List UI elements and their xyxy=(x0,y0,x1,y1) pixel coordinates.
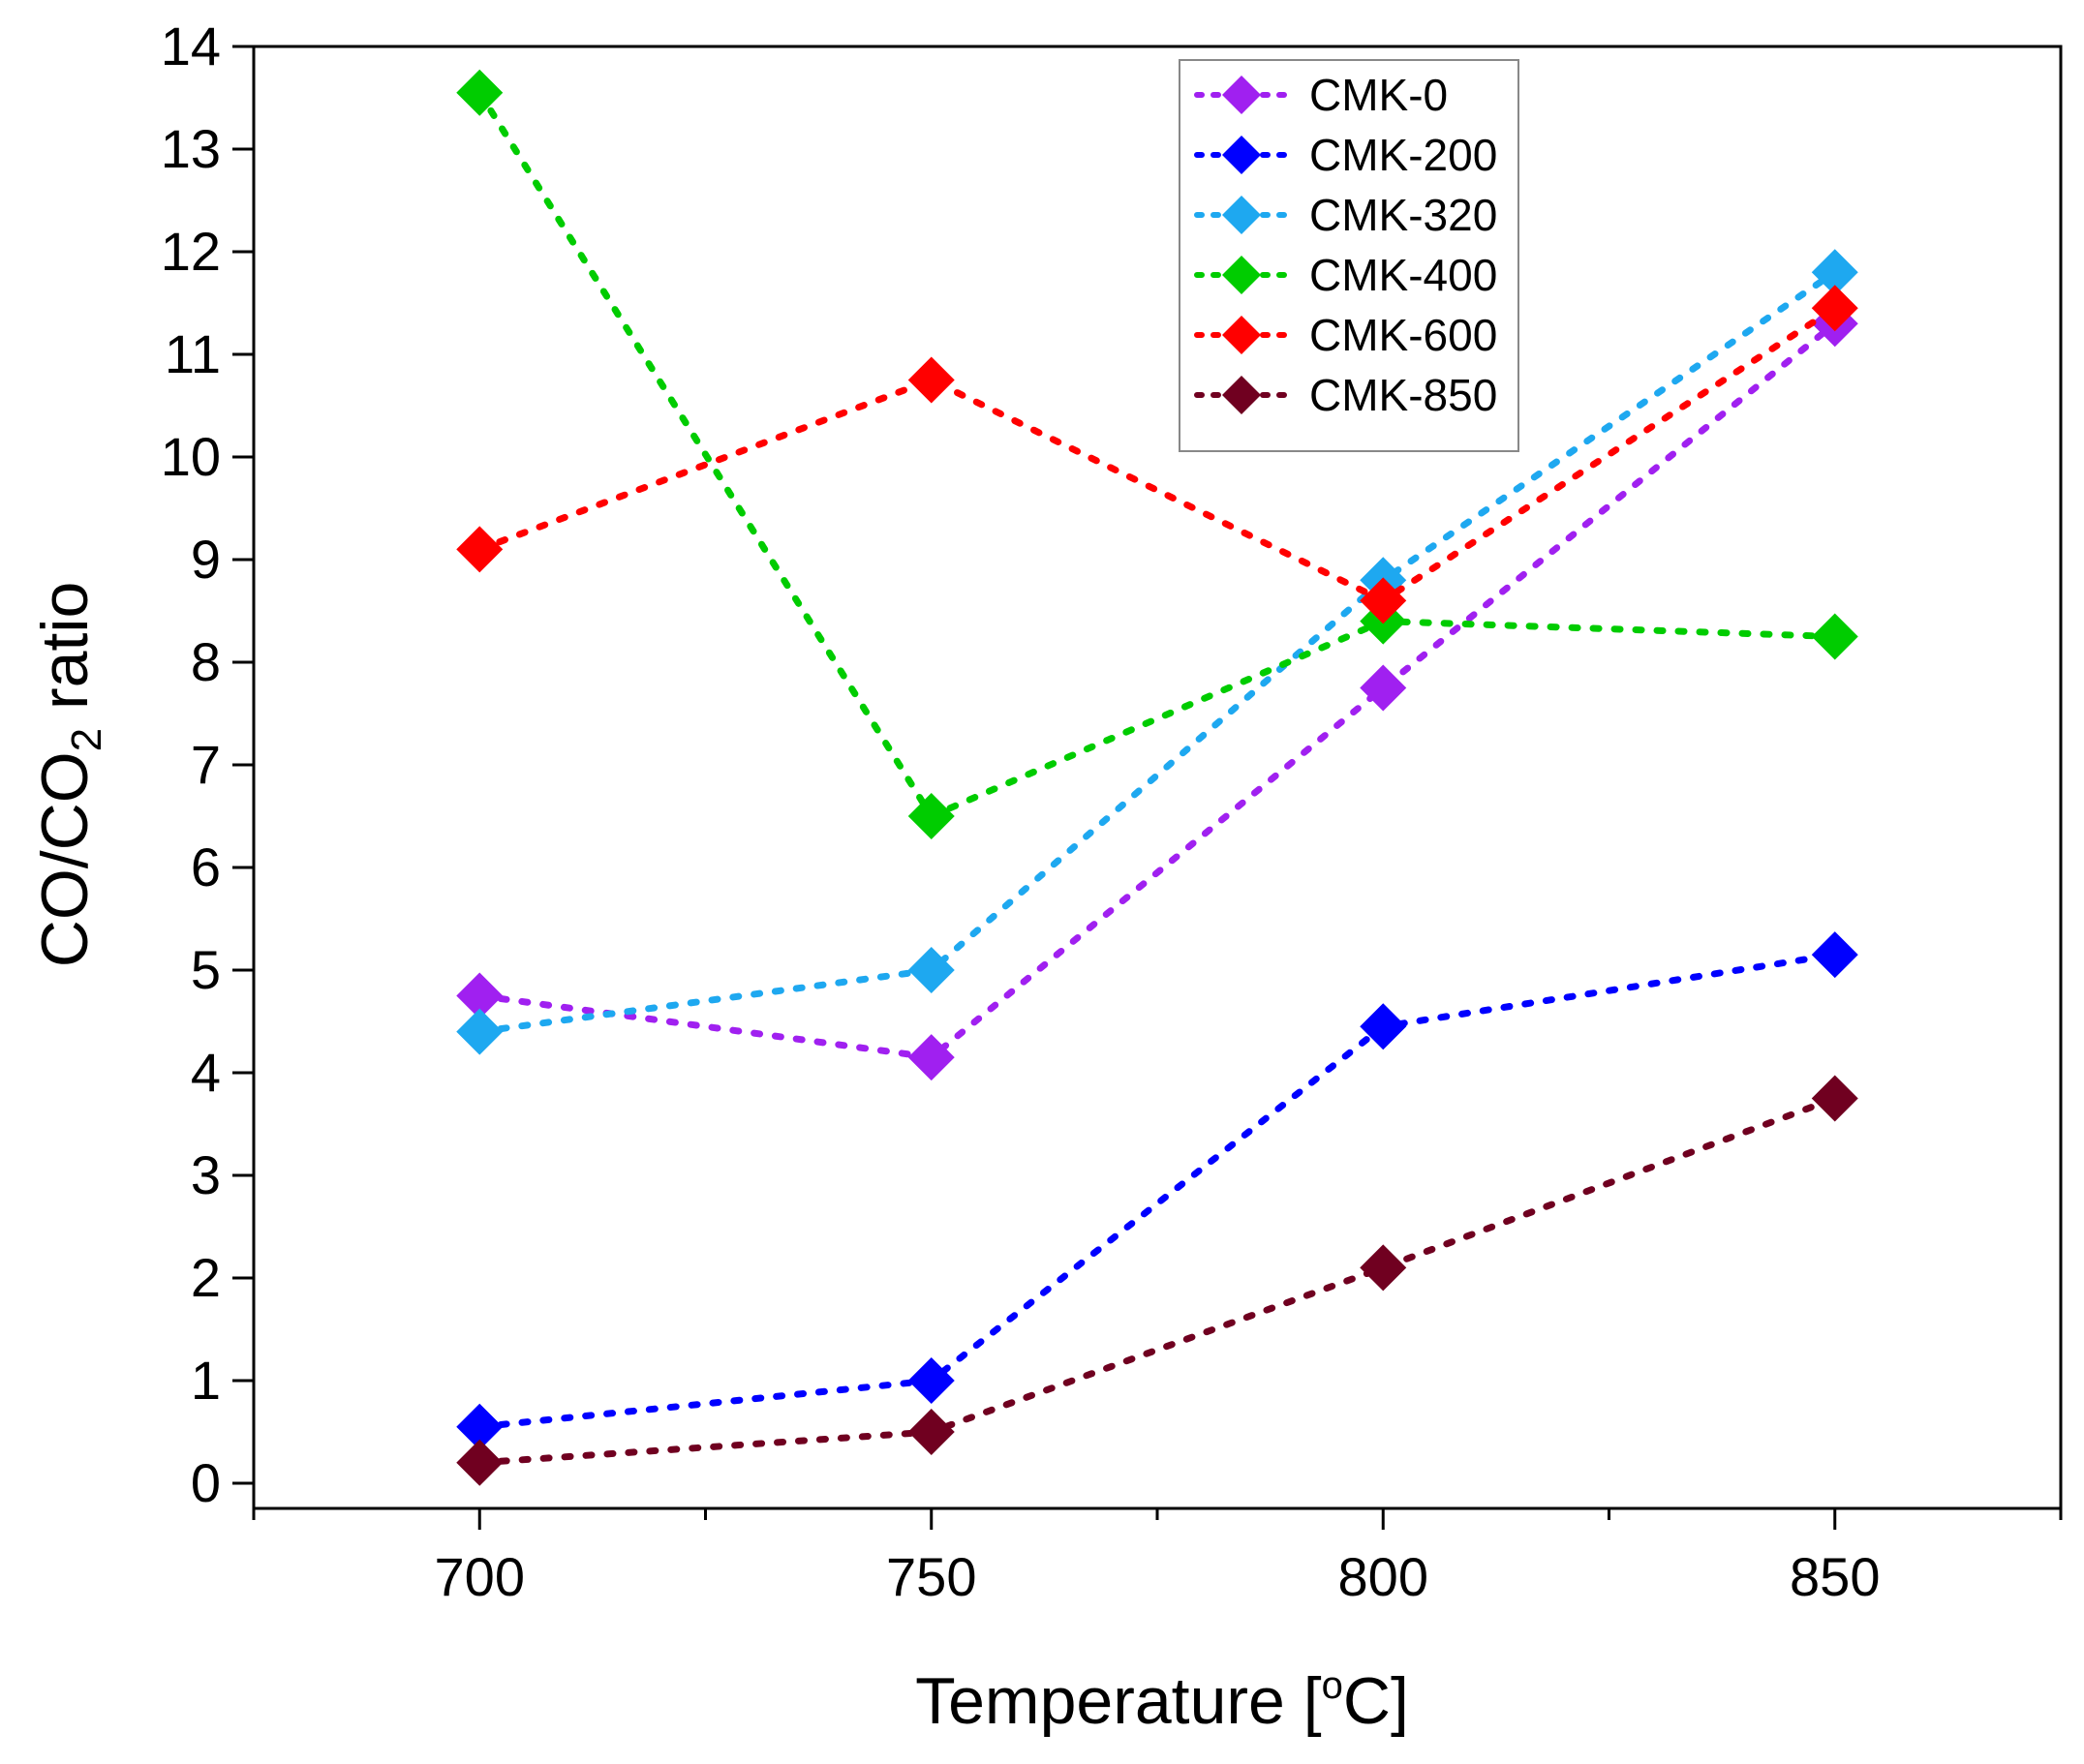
y-tick-label: 12 xyxy=(161,221,221,282)
legend-item: CMK-850 xyxy=(1194,370,1497,420)
x-tick-label: 750 xyxy=(886,1546,976,1607)
y-axis-title-suffix: ratio xyxy=(28,582,102,728)
x-axis-title-degree: o xyxy=(1322,1664,1343,1707)
x-tick-label: 800 xyxy=(1338,1546,1428,1607)
x-axis-title-unit: C] xyxy=(1343,1664,1409,1738)
data-point xyxy=(456,69,504,116)
legend-marker xyxy=(1222,196,1261,234)
data-point xyxy=(1811,249,1858,296)
series-cmk-600 xyxy=(456,285,1858,624)
x-axis: 700 750 800 850 xyxy=(252,1508,2063,1607)
legend-marker xyxy=(1222,136,1261,174)
series-line xyxy=(475,1095,1839,1467)
series-line xyxy=(475,951,1839,1431)
y-tick-label: 2 xyxy=(191,1247,221,1308)
y-tick-label: 13 xyxy=(161,118,221,179)
legend-label: CMK-0 xyxy=(1309,70,1448,120)
y-tick-label: 6 xyxy=(191,836,221,897)
x-tick-label: 850 xyxy=(1790,1546,1880,1607)
data-point xyxy=(907,356,955,404)
y-axis-title: CO/CO2 ratio xyxy=(28,582,110,968)
data-point xyxy=(456,526,504,573)
series-cmk-200 xyxy=(456,931,1858,1450)
y-tick-label: 1 xyxy=(191,1350,221,1411)
data-point xyxy=(456,1403,504,1450)
data-point xyxy=(1811,931,1858,979)
series-cmk-850 xyxy=(456,1075,1858,1486)
series-cmk-0 xyxy=(456,300,1858,1081)
y-tick-label: 4 xyxy=(191,1042,221,1103)
y-tick-label: 9 xyxy=(191,529,221,590)
legend-label: CMK-850 xyxy=(1309,370,1497,420)
y-tick-label: 7 xyxy=(191,734,221,795)
legend-marker xyxy=(1222,256,1261,294)
legend-label: CMK-600 xyxy=(1309,310,1497,360)
legend-item: CMK-320 xyxy=(1194,190,1497,240)
legend-label: CMK-400 xyxy=(1309,250,1497,300)
y-tick-label: 8 xyxy=(191,631,221,692)
legend-item: CMK-400 xyxy=(1194,250,1497,300)
series-line xyxy=(475,268,1839,1036)
data-point xyxy=(907,947,955,993)
data-point xyxy=(907,793,955,839)
legend-item: CMK-200 xyxy=(1194,130,1497,180)
legend-label: CMK-200 xyxy=(1309,130,1497,180)
series-line xyxy=(475,304,1839,605)
x-tick-label: 700 xyxy=(435,1546,525,1607)
data-point xyxy=(1811,1075,1858,1122)
y-tick-label: 14 xyxy=(161,15,221,76)
series-cmk-320 xyxy=(456,249,1858,1055)
legend-marker xyxy=(1222,76,1261,114)
y-tick-label: 10 xyxy=(161,426,221,487)
data-point xyxy=(456,1008,504,1055)
legend-item: CMK-600 xyxy=(1194,310,1497,360)
y-axis-title-subscript: 2 xyxy=(63,728,110,751)
x-axis-title-main: Temperature [ xyxy=(915,1664,1322,1738)
y-tick-label: 5 xyxy=(191,939,221,1000)
series-line xyxy=(475,319,1839,1061)
legend-label: CMK-320 xyxy=(1309,190,1497,240)
legend: CMK-0 CMK-200 CMK-320 CMK-400 CMK-600 CMK-850 xyxy=(1179,59,1519,452)
y-tick-label: 0 xyxy=(191,1452,221,1513)
data-point xyxy=(907,1034,955,1081)
data-point xyxy=(907,1409,955,1455)
data-point xyxy=(1360,1244,1407,1292)
data-point xyxy=(907,1357,955,1404)
data-point xyxy=(1811,285,1858,332)
series-cmk-400 xyxy=(456,69,1858,839)
legend-item: CMK-0 xyxy=(1194,70,1448,120)
x-axis-title: Temperature [oC] xyxy=(915,1664,1409,1738)
data-point xyxy=(1360,577,1407,624)
data-point xyxy=(1811,613,1858,660)
y-tick-label: 3 xyxy=(191,1144,221,1205)
y-tick-label: 11 xyxy=(165,323,221,384)
data-point xyxy=(1360,1003,1407,1050)
data-point xyxy=(1360,664,1407,712)
y-axis-title-main: CO/CO xyxy=(28,751,102,967)
series-line xyxy=(475,89,1839,821)
series-layer xyxy=(456,69,1858,1486)
legend-marker xyxy=(1222,316,1261,354)
data-point xyxy=(456,1439,504,1486)
data-point xyxy=(456,972,504,1019)
legend-marker xyxy=(1222,376,1261,414)
